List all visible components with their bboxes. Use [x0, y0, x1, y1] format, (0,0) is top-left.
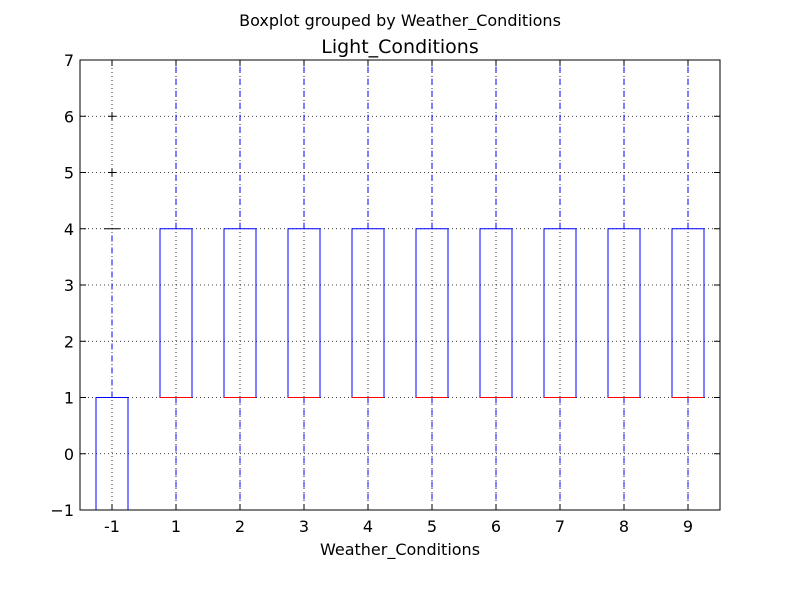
chart-suptitle: Boxplot grouped by Weather_Conditions [239, 11, 561, 31]
x-tick-label: 8 [619, 517, 629, 536]
x-tick-label: 1 [171, 517, 181, 536]
x-tick-label: -1 [104, 517, 120, 536]
y-tick-label: −1 [50, 501, 74, 520]
box-group [351, 59, 385, 511]
x-tick-label: 7 [555, 517, 565, 536]
tick-layer: −1 0 1 2 3 4 5 6 7 -1 1 2 3 4 5 6 7 8 9 [50, 51, 720, 536]
x-tick-label: 6 [491, 517, 501, 536]
x-tick-label: 2 [235, 517, 245, 536]
y-tick-label: 5 [64, 164, 74, 183]
y-tick-label: 2 [64, 332, 74, 351]
y-tick-label: 1 [64, 389, 74, 408]
y-tick-label: 3 [64, 276, 74, 295]
x-tick-label: 4 [363, 517, 373, 536]
x-tick-label: 3 [299, 517, 309, 536]
x-tick-label: 9 [683, 517, 693, 536]
y-tick-label: 6 [64, 107, 74, 126]
y-tick-label: 4 [64, 220, 74, 239]
chart-title: Light_Conditions [321, 36, 478, 58]
x-tick-label: 5 [427, 517, 437, 536]
y-tick-label: 0 [64, 445, 74, 464]
box-layer [95, 59, 705, 511]
y-tick-label: 7 [64, 51, 74, 70]
x-axis-label: Weather_Conditions [320, 540, 480, 560]
